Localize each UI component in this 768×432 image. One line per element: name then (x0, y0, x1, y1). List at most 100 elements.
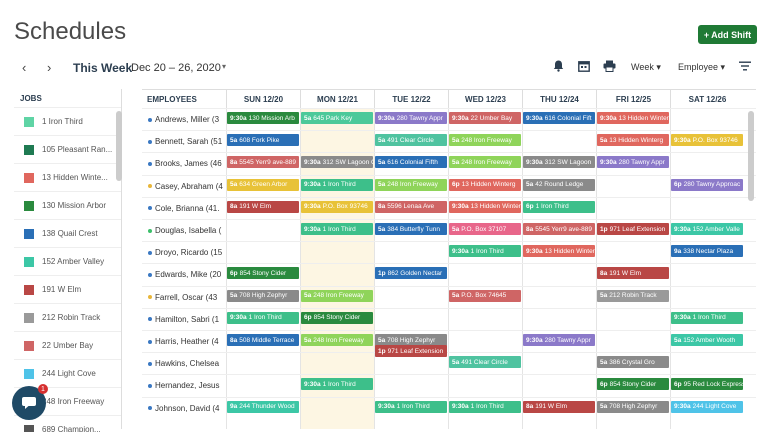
job-item[interactable]: 244 Light Cove (14, 359, 121, 387)
employee-row-label[interactable]: Casey, Abraham (4 (142, 174, 226, 197)
shift-block[interactable]: 6p 280 Tawny Approac (671, 178, 743, 191)
shift-block[interactable]: 5a 212 Robin Track (597, 289, 669, 302)
day-header[interactable]: FRI 12/25 (596, 90, 670, 108)
shift-block[interactable]: 5a 491 Clear Circle (449, 356, 521, 369)
date-range-picker[interactable]: Dec 20 – 26, 2020 (131, 62, 221, 74)
shift-block[interactable]: 8a 191 W Elm (597, 267, 669, 280)
employee-row-label[interactable]: Edwards, Mike (20 (142, 263, 226, 285)
employee-row-label[interactable]: Harris, Heather (4 (142, 330, 226, 352)
shift-block[interactable]: 5a 13 Hidden Winterg (597, 134, 669, 147)
employee-row-label[interactable]: Hawkins, Chelsea (142, 352, 226, 374)
shift-block[interactable]: 5a 708 High Zephyr (597, 400, 669, 413)
shift-block[interactable]: 9:30a 22 Umber Bay (449, 112, 521, 124)
add-shift-button[interactable]: + Add Shift (698, 25, 757, 44)
shift-block[interactable]: 1p 971 Leaf Extension (375, 345, 447, 357)
shift-block[interactable]: 5a P.O. Box 74645 (449, 289, 521, 302)
shift-block[interactable]: 6p 854 Stony Cider (301, 311, 373, 324)
day-header[interactable]: THU 12/24 (522, 90, 596, 108)
shift-block[interactable]: 9:30a 13 Hidden Winterg (597, 112, 669, 124)
employee-row-label[interactable]: Hernandez, Jesus (142, 374, 226, 396)
shift-block[interactable]: 9:30a 280 Tawny Appr (375, 112, 447, 124)
shift-block[interactable]: 9:30a 1 Iron Third (449, 400, 521, 413)
shift-block[interactable]: 9:30a 1 Iron Third (375, 400, 447, 413)
day-header[interactable]: TUE 12/22 (374, 90, 448, 108)
employee-row-label[interactable]: Farrell, Oscar (43 (142, 285, 226, 308)
employee-row-label[interactable]: Douglas, Isabella ( (142, 219, 226, 241)
shift-block[interactable]: 9:30a 280 Tawny Appr (523, 334, 595, 346)
shift-block[interactable]: 8a 191 W Elm (523, 400, 595, 413)
shift-block[interactable]: 6p 1 Iron Third (523, 200, 595, 213)
employee-row-label[interactable]: Droyo, Ricardo (15 (142, 241, 226, 263)
filter-icon[interactable] (738, 59, 752, 73)
calendar-icon[interactable] (577, 59, 591, 73)
shift-block[interactable]: 9:30a 13 Hidden Winterg (449, 200, 521, 213)
shift-block[interactable]: 9:30a 616 Colonial Fift (523, 112, 595, 124)
employee-view-dropdown[interactable]: Employee ▾ (678, 62, 726, 72)
shift-block[interactable]: 5a 616 Colonial Fifth (375, 156, 447, 169)
shift-block[interactable]: 5a 248 Iron Freeway (375, 178, 447, 191)
day-header[interactable]: SAT 12/26 (670, 90, 744, 108)
shift-block[interactable]: 9:30a 244 Light Cove (671, 400, 743, 413)
shift-block[interactable]: 5a 248 Iron Freeway (449, 134, 521, 147)
shift-block[interactable]: 9:30a 312 SW Lagoon (523, 156, 595, 169)
job-item[interactable]: 191 W Elm (14, 275, 121, 303)
shift-block[interactable]: 9:30a 152 Amber Valle (671, 223, 743, 235)
print-icon[interactable] (602, 59, 616, 73)
shift-block[interactable]: 5a 608 Fork Pike (227, 134, 299, 147)
day-header[interactable]: SUN 12/20 (226, 90, 300, 108)
shift-block[interactable]: 9:30a 1 Iron Third (671, 311, 743, 324)
shift-block[interactable]: 9:30a 13 Hidden Winterg (523, 245, 595, 258)
shift-block[interactable]: 5a 248 Iron Freeway (301, 334, 373, 346)
shift-block[interactable]: 6p 854 Stony Cider (597, 378, 669, 391)
shift-block[interactable]: 8a 5596 Lenaa Ave (375, 200, 447, 213)
week-view-dropdown[interactable]: Week ▾ (631, 62, 661, 72)
shift-block[interactable]: 5a 384 Butterfly Tunn (375, 223, 447, 235)
shift-block[interactable]: 8a 191 W Elm (227, 200, 299, 213)
chevron-down-icon[interactable]: ▾ (222, 62, 227, 71)
employee-row-label[interactable]: Cole, Brianna (41. (142, 196, 226, 219)
shift-block[interactable]: 9a 338 Nectar Plaza (671, 245, 743, 258)
shift-block[interactable]: 9:30a 1 Iron Third (301, 378, 373, 391)
job-item[interactable]: 212 Robin Track (14, 303, 121, 331)
bell-icon[interactable] (551, 59, 565, 73)
this-week-button[interactable]: This Week (73, 61, 133, 75)
shift-block[interactable]: 9:30a 130 Mission Arb (227, 112, 299, 124)
shift-block[interactable]: 9:30a P.O. Box 93746 (671, 134, 743, 147)
shift-block[interactable]: 9:30a P.O. Box 93746 (301, 200, 373, 213)
shift-block[interactable]: 8a 5545 Yerr9 ave-889 (523, 223, 595, 235)
shift-block[interactable]: 9a 244 Thunder Wood (227, 400, 299, 413)
shift-block[interactable]: 5a 42 Round Ledge (523, 178, 595, 191)
job-item[interactable]: 105 Pleasant Ran... (14, 135, 121, 163)
grid-scrollbar[interactable] (748, 111, 754, 201)
shift-block[interactable]: 9:30a 1 Iron Third (301, 223, 373, 235)
shift-block[interactable]: 9:30a 1 Iron Third (449, 245, 521, 258)
shift-block[interactable]: 5a 152 Amber Wooth (671, 334, 743, 346)
employee-row-label[interactable]: Hamilton, Sabri (1 (142, 307, 226, 330)
employee-row-label[interactable]: Andrews, Miller (3 (142, 108, 226, 130)
job-item[interactable]: 13 Hidden Winte... (14, 163, 121, 191)
shift-block[interactable]: 9:30a 280 Tawny Appr (597, 156, 669, 169)
job-item[interactable]: 689 Champion... (14, 415, 121, 432)
shift-block[interactable]: 5a 386 Crystal Gro (597, 356, 669, 369)
shift-block[interactable]: 5a P.O. Box 37107 (449, 223, 521, 235)
jobs-scrollbar[interactable] (116, 111, 122, 181)
job-item[interactable]: 138 Quail Crest (14, 219, 121, 247)
shift-block[interactable]: 5a 708 High Zephyr (227, 289, 299, 302)
shift-block[interactable]: 5a 248 Iron Freeway (449, 156, 521, 169)
shift-block[interactable]: 5a 491 Clear Circle (375, 134, 447, 147)
shift-block[interactable]: 6p 95 Red Lock Express (671, 378, 743, 391)
shift-block[interactable]: 5a 645 Park Key (301, 112, 373, 124)
job-item[interactable]: 152 Amber Valley (14, 247, 121, 275)
shift-block[interactable]: 5a 248 Iron Freeway (301, 289, 373, 302)
employee-row-label[interactable]: Brooks, James (46 (142, 152, 226, 174)
job-item[interactable]: 130 Mission Arbor (14, 191, 121, 219)
job-item[interactable]: 1 Iron Third (14, 107, 121, 135)
day-header[interactable]: WED 12/23 (448, 90, 522, 108)
shift-block[interactable]: 5a 634 Green Arbor (227, 178, 299, 191)
chevron-left-icon[interactable]: ‹ (22, 60, 27, 75)
chevron-right-icon[interactable]: › (47, 60, 52, 75)
shift-block[interactable]: 1p 971 Leaf Extension (597, 223, 669, 235)
shift-block[interactable]: 8a 5545 Yerr9 ave-889 (227, 156, 299, 169)
shift-block[interactable]: 8a 508 Middle Terrace (227, 334, 299, 346)
shift-block[interactable]: 6p 854 Stony Cider (227, 267, 299, 280)
